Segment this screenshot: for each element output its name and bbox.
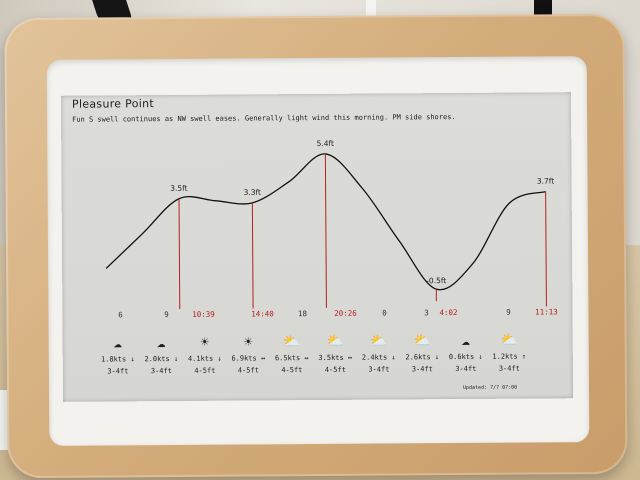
tide-height-label: 3.5ft <box>170 184 187 193</box>
forecast-cell: ☀ 6.9kts ↔ 4-5ft <box>227 334 269 376</box>
surf-height: 3-4ft <box>455 364 477 374</box>
partly-cloudy-icon: ⛅ <box>282 334 301 351</box>
surf-height: 3-4ft <box>411 365 433 374</box>
partly-cloudy-icon: ⛅ <box>326 333 344 350</box>
wind-speed: 3.5kts ↔ <box>318 353 353 362</box>
forecast-cell: ⛅ 2.4kts ↓ 3-4ft <box>358 333 400 375</box>
surf-height: 4-5ft <box>237 366 259 375</box>
updated-timestamp: Updated: 7/7 07:00 <box>462 384 518 391</box>
tide-event-line <box>545 191 547 307</box>
x-tick-label: 6 <box>118 310 123 319</box>
surf-height: 3-4ft <box>498 364 520 373</box>
forecast-cell: ☁ 0.6kts ↓ 3-4ft <box>445 333 487 375</box>
partly-cloudy-icon: ⛅ <box>500 332 518 349</box>
wooden-frame: Pleasure Point Fun S swell continues as … <box>4 13 628 479</box>
x-tick-label: 10:39 <box>192 310 215 319</box>
tide-height-label: -0.5ft <box>426 276 446 285</box>
x-tick-label: 20:26 <box>334 309 357 318</box>
sun-icon: ☀ <box>243 334 253 351</box>
partly-cloudy-icon: ⛅ <box>413 333 431 350</box>
forecast-cell: ⛅ 2.6kts ↓ 3-4ft <box>401 333 443 375</box>
surf-height: 4-5ft <box>194 366 216 375</box>
tide-event-line <box>178 198 181 309</box>
x-tick-label: 11:13 <box>535 307 558 316</box>
cloud-icon: ☁ <box>461 332 470 349</box>
forecast-cell: ☀ 4.1kts ↓ 4-5ft <box>184 335 226 377</box>
surf-height: 3-4ft <box>107 367 129 376</box>
x-tick-label: 0 <box>382 309 387 318</box>
partly-cloudy-icon: ⛅ <box>369 333 388 350</box>
tide-chart: 3.5ft 3.3ft 5.4ft -0.5ft 3.7ft 6 9 10:39 14:40 18… <box>105 139 558 319</box>
tide-height-label: 3.3ft <box>244 188 261 197</box>
x-tick-label: 18 <box>298 309 308 318</box>
wind-speed: 2.4kts ↓ <box>361 353 396 362</box>
x-tick-label: 3 <box>424 308 429 317</box>
wind-speed: 0.6kts ↓ <box>448 352 483 362</box>
forecast-cell: ⛅ 6.5kts ↔ 4-5ft <box>271 334 313 376</box>
tide-height-label: 5.4ft <box>317 139 334 148</box>
forecast-cell: ⛅ 1.2kts ↑ 3-4ft <box>488 333 530 375</box>
forecast-cell: ☁ 1.8kts ↓ 3-4ft <box>97 335 139 377</box>
partly-cloudy-wind-icon: ☁ <box>113 335 122 352</box>
wind-speed: 1.8kts ↓ <box>100 355 135 364</box>
wind-speed: 1.2kts ↑ <box>492 352 527 361</box>
wind-speed: 6.9kts ↔ <box>231 354 266 363</box>
frame-mat: Pleasure Point Fun S swell continues as … <box>46 56 590 446</box>
tide-event-line <box>251 202 254 309</box>
x-tick-label: 14:40 <box>251 309 274 318</box>
surf-height: 4-5ft <box>324 365 346 374</box>
eink-screen: Pleasure Point Fun S swell continues as … <box>60 92 574 402</box>
usb-cable <box>366 0 376 26</box>
forecast-cell: ☁ 2.0kts ↓ 3-4ft <box>140 335 182 377</box>
x-tick-label: 4:02 <box>439 308 457 317</box>
wind-speed: 2.6kts ↓ <box>405 353 440 362</box>
x-tick-label: 9 <box>164 310 169 319</box>
forecast-cell: ⛅ 3.5kts ↔ 4-5ft <box>314 334 356 376</box>
wind-speed: 4.1kts ↓ <box>187 354 222 363</box>
sun-icon: ☀ <box>200 334 209 351</box>
wind-speed: 6.5kts ↔ <box>274 354 309 363</box>
cloud-icon: ☁ <box>156 335 166 352</box>
wind-speed: 2.0kts ↓ <box>144 354 179 364</box>
tide-height-label: 3.7ft <box>537 177 554 186</box>
tide-event-line <box>324 153 327 308</box>
surf-height: 3-4ft <box>368 365 390 374</box>
surf-height: 3-4ft <box>150 367 172 376</box>
surf-height: 4-5ft <box>281 366 303 375</box>
x-tick-label: 9 <box>506 308 511 317</box>
